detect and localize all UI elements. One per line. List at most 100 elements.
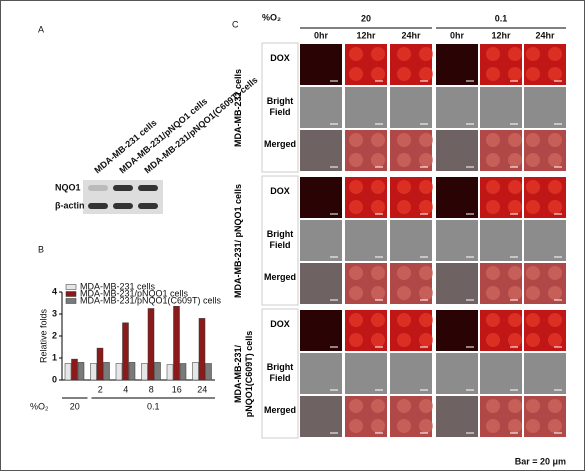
channel-label: Merged: [263, 405, 296, 415]
x-tick-label: 4: [123, 384, 128, 394]
cell: [548, 399, 562, 413]
cell: [349, 153, 363, 167]
cell: [526, 200, 540, 214]
cell: [397, 419, 411, 433]
time-label: 24hr: [535, 30, 555, 40]
cell: [526, 180, 540, 194]
group-box: [261, 308, 299, 439]
cell: [371, 153, 385, 167]
micrograph: [345, 220, 387, 261]
micrograph: [300, 87, 342, 128]
bar: [154, 362, 161, 381]
y-tick-label: 1: [52, 352, 57, 362]
bar: [103, 362, 110, 381]
cell: [486, 67, 500, 81]
blot-label: NQO1: [55, 182, 81, 192]
cell: [526, 133, 540, 147]
y-tick-label: 0: [52, 374, 57, 384]
cell: [349, 266, 363, 280]
channel-label: DOX: [270, 53, 290, 63]
band: [113, 185, 133, 191]
cell: [419, 419, 433, 433]
bar: [179, 363, 187, 381]
cell: [526, 419, 540, 433]
cell-line-label: MDA-MB-231/ pNQO1 cells: [233, 183, 243, 299]
bar: [198, 318, 206, 381]
cell: [548, 266, 562, 280]
bar: [71, 358, 78, 381]
band: [88, 185, 108, 191]
group-label: 20: [70, 401, 80, 411]
cell: [397, 200, 411, 214]
micrograph: [345, 87, 387, 128]
micrograph: [524, 353, 566, 394]
cell: [548, 47, 562, 61]
legend-label: MDA-MB-231/pNQO1(C609T) cells: [80, 295, 222, 305]
cell-line-label: MDA-MB-231 cells: [233, 68, 243, 148]
micrograph: [300, 177, 342, 218]
channel-label: Bright Field: [266, 362, 294, 383]
group-box: [261, 175, 299, 306]
cell: [526, 153, 540, 167]
channel-label: DOX: [270, 186, 290, 196]
micrograph: [480, 353, 522, 394]
micrograph: [300, 263, 342, 304]
cell: [371, 133, 385, 147]
cell: [486, 266, 500, 280]
cell: [371, 313, 385, 327]
time-label: 0hr: [450, 30, 465, 40]
cell: [419, 266, 433, 280]
cell: [349, 180, 363, 194]
cell: [548, 200, 562, 214]
bar: [147, 308, 155, 381]
cell: [486, 133, 500, 147]
channel-label: Merged: [263, 272, 296, 282]
cell: [508, 67, 522, 81]
bar: [166, 364, 174, 381]
time-label: 12hr: [356, 30, 376, 40]
legend-label: MDA-MB-231 cells: [80, 281, 156, 291]
cell: [419, 133, 433, 147]
cell: [548, 419, 562, 433]
micrograph: [436, 353, 478, 394]
legend-swatch: [65, 291, 77, 297]
micrograph: [436, 310, 478, 351]
cell: [397, 47, 411, 61]
x-axis-label: %O₂: [30, 401, 49, 411]
x-tick-label: 24: [197, 384, 207, 394]
cell: [548, 153, 562, 167]
cell: [371, 286, 385, 300]
cell: [548, 286, 562, 300]
micrograph: [300, 310, 342, 351]
cell: [397, 266, 411, 280]
condition-label: 0.1: [495, 13, 508, 23]
cell: [508, 180, 522, 194]
bar: [90, 363, 97, 381]
micrograph: [436, 263, 478, 304]
y-tick-label: 2: [52, 330, 57, 340]
cell-line-label: MDA-MB-231/ pNQO1(C609T) cells: [233, 330, 254, 418]
cell: [419, 153, 433, 167]
cell: [508, 399, 522, 413]
cell: [486, 419, 500, 433]
legend-swatch: [65, 298, 77, 304]
bar: [77, 362, 85, 381]
micrograph: [300, 44, 342, 85]
cell: [526, 399, 540, 413]
cell: [508, 47, 522, 61]
bar: [141, 363, 148, 381]
bar: [128, 362, 136, 381]
time-label: 24hr: [401, 30, 421, 40]
micrograph: [480, 87, 522, 128]
cell: [486, 47, 500, 61]
cell: [419, 286, 433, 300]
cell: [349, 399, 363, 413]
cell: [508, 133, 522, 147]
band: [138, 185, 158, 191]
band: [88, 203, 108, 209]
micrograph: [436, 396, 478, 437]
legend-swatch: [65, 284, 77, 290]
cell: [397, 333, 411, 347]
